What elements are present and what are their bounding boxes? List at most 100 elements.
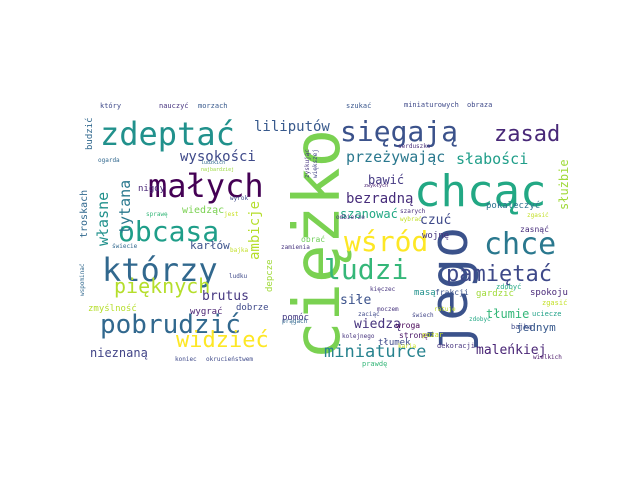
word: świecie: [112, 243, 138, 250]
word: czuć: [420, 213, 452, 228]
word: bezradną: [346, 191, 414, 207]
word: zasad: [494, 122, 561, 147]
word: wielkich: [533, 354, 562, 361]
word: gardzić: [476, 289, 514, 299]
word: przeżywając: [346, 148, 446, 166]
word: pożar: [422, 331, 444, 339]
word: pomóc: [282, 313, 310, 323]
word: ludzkich: [201, 160, 226, 166]
word: wiedząc: [182, 205, 225, 216]
word: prawdę: [362, 360, 388, 368]
word: którzy: [102, 251, 218, 289]
word: obcasa: [118, 215, 220, 248]
word: ratuje: [434, 306, 456, 313]
word: spokoju: [530, 288, 568, 298]
word: zamienia: [281, 244, 310, 251]
word: koniec: [175, 356, 197, 363]
word: zgasić: [542, 299, 568, 307]
word: tłumie: [486, 307, 530, 321]
word: zaciąć: [358, 311, 380, 318]
word: nieznaną: [90, 346, 148, 360]
word: wspominać: [79, 263, 86, 296]
word: karłów: [190, 239, 230, 252]
word: sięgają: [340, 115, 459, 148]
word: morzach: [198, 102, 228, 110]
word: nauczyć: [159, 102, 189, 110]
word: tłumek: [378, 338, 411, 348]
word: obraza: [467, 101, 493, 109]
word: frakcji: [435, 288, 469, 297]
word: wiedzą: [354, 317, 401, 332]
word: stronę: [399, 331, 428, 340]
word: pokaleczyć: [486, 201, 541, 211]
word: tytana: [116, 179, 134, 234]
word: masą: [414, 288, 436, 298]
word: moczem: [377, 306, 399, 313]
word: serduszko: [398, 143, 431, 150]
word: kięczec: [370, 286, 396, 293]
word: własne: [94, 191, 112, 246]
word: wysokości: [180, 149, 256, 165]
word: ludzi: [324, 253, 409, 286]
word: służbie: [557, 159, 571, 210]
word: ludku: [229, 273, 248, 280]
word: miniaturce: [324, 342, 427, 362]
word: zdobyć: [496, 283, 522, 291]
word: karia: [398, 343, 417, 350]
word: pięknych: [114, 274, 211, 298]
word: chcąc: [414, 166, 547, 217]
word: depcze: [265, 259, 275, 292]
word: wygrać: [190, 307, 223, 317]
word: siłe: [340, 293, 372, 308]
word: dekoracji: [437, 342, 475, 350]
word: szanować: [340, 207, 398, 221]
word: jest: [224, 211, 239, 218]
word: pobrudzić: [100, 310, 241, 340]
word: zmyślność: [88, 304, 137, 314]
word: troskach: [79, 189, 90, 238]
word: maleńkiej: [476, 343, 547, 358]
word: liliputów: [254, 119, 330, 135]
word: wroga: [396, 321, 421, 330]
word: chce: [484, 227, 557, 262]
word: jednym: [516, 321, 556, 334]
word: zdobyć: [469, 316, 491, 323]
word: wojnę: [422, 231, 450, 241]
word: bajka: [230, 247, 249, 254]
word: zasnąć: [520, 225, 549, 234]
word: zyskując: [304, 149, 311, 178]
word: większej: [312, 149, 319, 178]
word: małych: [148, 167, 264, 205]
word: odbierze: [336, 214, 365, 221]
word: pamiętać: [446, 262, 552, 287]
word: obrać: [301, 235, 326, 244]
word: szukać: [346, 102, 372, 110]
word: wśród: [344, 225, 429, 258]
word: ogarda: [98, 157, 120, 164]
word: zdeptać: [100, 115, 235, 153]
word: zgasić: [527, 212, 549, 219]
word: ambicje: [247, 200, 263, 260]
word: budzić: [85, 117, 95, 150]
word: świech: [412, 312, 434, 319]
word: słabości: [456, 150, 529, 168]
word: wybrać: [400, 216, 422, 223]
word: nigdy: [138, 184, 166, 194]
word: uciecze: [532, 310, 562, 318]
word: szarych: [400, 208, 426, 215]
word: dobrze: [236, 303, 269, 313]
word: prągach: [282, 318, 308, 325]
word: najbardziej: [201, 167, 235, 173]
word: miniaturowych: [404, 101, 459, 109]
word: zwykłych: [364, 183, 389, 189]
word: okrucieństwem: [206, 356, 253, 363]
word: widzieć: [176, 328, 269, 353]
word: który: [100, 102, 122, 110]
word: bawić: [368, 173, 405, 187]
word: wyrok: [230, 195, 249, 202]
word: sprawę: [146, 211, 168, 218]
word: bajką: [511, 323, 533, 331]
word: kolejnego: [342, 333, 375, 340]
word: brutus: [202, 289, 249, 304]
